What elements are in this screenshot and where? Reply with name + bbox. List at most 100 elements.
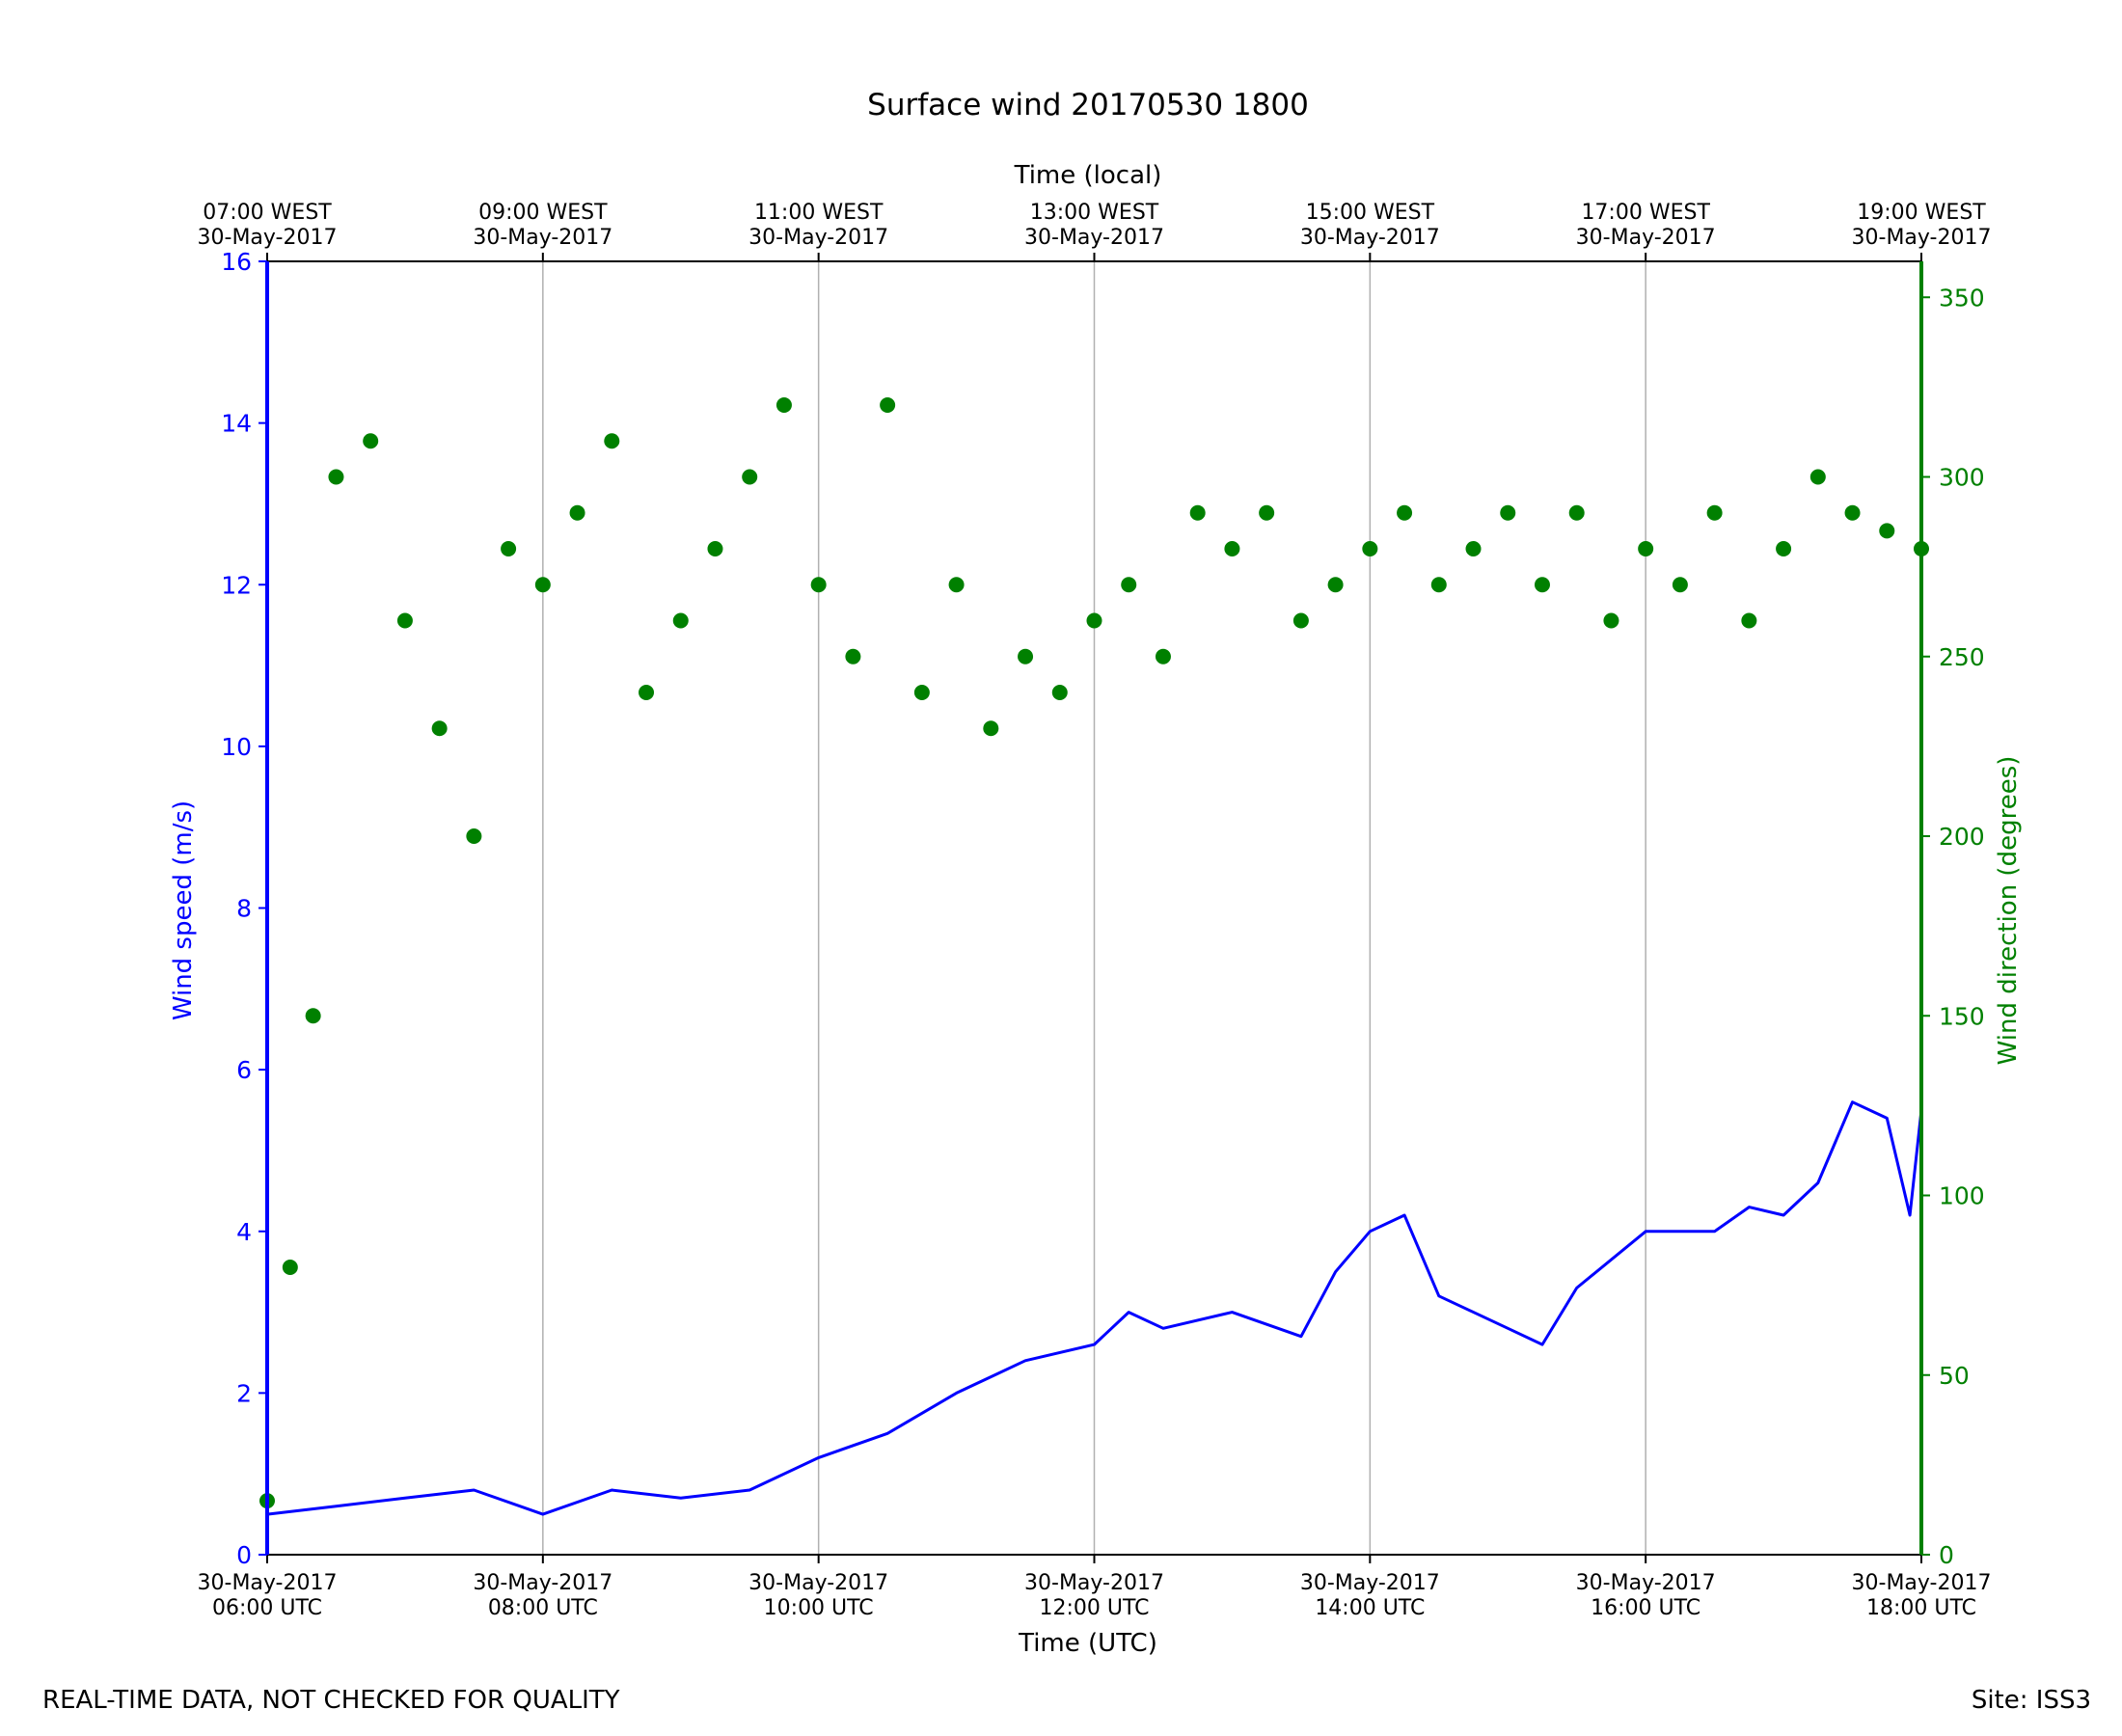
direction-point [1672,577,1688,593]
y2-tick-label: 150 [1939,1002,1985,1030]
direction-point [1018,648,1034,665]
right-axis-label: Wind direction (degrees) [1994,756,2023,1066]
y-tick-label: 6 [236,1056,252,1084]
x2-tick-time-label: 07:00 WEST [203,201,332,225]
direction-point [1430,577,1447,593]
x2-tick-time-label: 17:00 WEST [1581,201,1710,225]
direction-point [328,469,344,485]
direction-point [1224,541,1240,556]
direction-point [1741,612,1757,629]
x-tick-date-label: 30-May-2017 [473,1571,612,1595]
x-tick-time-label: 14:00 UTC [1315,1596,1425,1620]
site-label: Site: ISS3 [1971,1686,2091,1715]
y-tick-label: 10 [221,733,252,761]
direction-point [639,685,655,700]
direction-point [845,648,861,665]
direction-point [913,685,930,700]
speed-line [266,1100,1923,1516]
y-tick-label: 12 [221,571,252,599]
direction-point [1568,504,1585,521]
direction-point [672,612,689,629]
x2-tick-date-label: 30-May-2017 [1576,226,1716,250]
direction-point [1638,541,1654,556]
direction-point [305,1008,321,1024]
x2-tick-date-label: 30-May-2017 [1300,226,1440,250]
x2-tick-date-label: 30-May-2017 [1024,226,1164,250]
x2-tick-date-label: 30-May-2017 [748,226,888,250]
y2-tick-label: 200 [1939,823,1985,851]
quality-disclaimer: REAL-TIME DATA, NOT CHECKED FOR QUALITY [42,1686,620,1715]
x2-tick-date-label: 30-May-2017 [1852,226,1992,250]
vertical-grid [542,261,1646,1555]
direction-point [1189,504,1206,521]
direction-point [1809,469,1826,485]
speed-series [266,1100,1923,1516]
direction-point [775,397,792,413]
direction-point [880,397,896,413]
y-tick-label: 4 [236,1218,252,1246]
direction-point [1397,504,1413,521]
y-tick-label: 0 [236,1541,252,1569]
y2-tick-label: 50 [1939,1362,1970,1390]
direction-point [431,720,448,737]
direction-point [1844,504,1861,521]
x-tick-date-label: 30-May-2017 [1852,1571,1992,1595]
direction-point [1706,504,1723,521]
direction-point [1259,504,1275,521]
x-tick-time-label: 12:00 UTC [1039,1596,1149,1620]
x-tick-date-label: 30-May-2017 [1576,1571,1716,1595]
y-tick-label: 2 [236,1379,252,1407]
direction-point [1155,648,1171,665]
x-tick-time-label: 16:00 UTC [1591,1596,1700,1620]
direction-point [1121,577,1137,593]
x-tick-date-label: 30-May-2017 [1024,1571,1164,1595]
x-tick-date-label: 30-May-2017 [198,1571,338,1595]
direction-point [948,577,965,593]
top-axis-label: Time (local) [1014,161,1162,190]
x-tick-time-label: 08:00 UTC [488,1596,598,1620]
y2-tick-label: 0 [1939,1541,1954,1569]
axes [258,253,1930,1563]
direction-point [363,433,379,449]
bottom-axis-label: Time (UTC) [1018,1629,1157,1658]
direction-point [707,541,723,556]
x-tick-time-label: 18:00 UTC [1866,1596,1976,1620]
direction-point [1776,541,1792,556]
x-tick-time-label: 10:00 UTC [764,1596,874,1620]
x2-tick-date-label: 30-May-2017 [473,226,612,250]
direction-point [1362,541,1378,556]
x2-tick-time-label: 15:00 WEST [1306,201,1435,225]
x-tick-time-label: 06:00 UTC [212,1596,322,1620]
direction-point [569,504,585,521]
x-tick-date-label: 30-May-2017 [748,1571,888,1595]
y2-tick-label: 300 [1939,464,1985,492]
y-tick-label: 14 [221,410,252,438]
x2-tick-time-label: 11:00 WEST [754,201,884,225]
y2-tick-label: 100 [1939,1182,1985,1210]
direction-point [1465,541,1482,556]
direction-point [466,828,482,844]
y-tick-label: 8 [236,895,252,923]
direction-point [1879,523,1895,539]
direction-point [1292,612,1309,629]
direction-point [501,541,517,556]
direction-point [396,612,413,629]
direction-point [742,469,758,485]
direction-point [1327,577,1344,593]
direction-point [604,433,620,449]
y-tick-label: 16 [221,248,252,276]
direction-point [1603,612,1619,629]
y2-tick-label: 350 [1939,284,1985,312]
y2-tick-label: 250 [1939,643,1985,671]
direction-point [1086,612,1102,629]
direction-point [282,1260,298,1275]
x-tick-date-label: 30-May-2017 [1300,1571,1440,1595]
x2-tick-date-label: 30-May-2017 [198,226,338,250]
x2-tick-time-label: 09:00 WEST [478,201,608,225]
direction-point [1534,577,1550,593]
direction-point [1051,685,1068,700]
left-axis-label: Wind speed (m/s) [169,800,198,1020]
direction-point [810,577,827,593]
